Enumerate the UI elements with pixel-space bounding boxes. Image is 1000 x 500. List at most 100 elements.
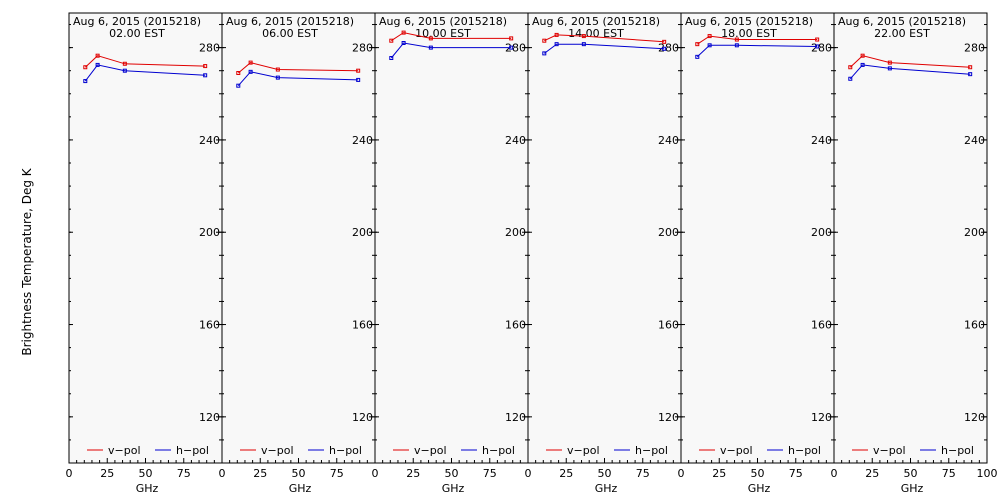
- v-pol-point: [695, 42, 700, 47]
- panel-title: Aug 6, 2015 (2015218): [838, 15, 966, 28]
- y-tick-label: 200: [811, 226, 832, 239]
- v-pol-point: [275, 67, 280, 72]
- panel-frame: [221, 12, 376, 464]
- x-axis-label: GHz: [595, 482, 618, 495]
- x-tick-label: 50: [139, 467, 153, 480]
- y-tick-label: 200: [352, 226, 373, 239]
- v-pol-point: [734, 37, 739, 42]
- panel-4: Aug 6, 2015 (2015218)14.00 EST2802402001…: [525, 12, 682, 495]
- panel-subtitle: 06.00 EST: [262, 27, 318, 40]
- h-pol-point: [83, 79, 88, 84]
- x-tick-label: 25: [406, 467, 420, 480]
- y-tick-label: 280: [505, 42, 526, 55]
- x-tick-label: 0: [372, 467, 379, 480]
- x-tick-label: 25: [253, 467, 267, 480]
- y-tick-label: 120: [199, 411, 220, 424]
- v-pol-point: [203, 64, 208, 69]
- h-pol-point: [968, 72, 973, 77]
- x-tick-label: 0: [525, 467, 532, 480]
- h-pol-point: [860, 62, 865, 67]
- y-tick-label: 160: [352, 319, 373, 332]
- v-pol-line: [84, 55, 206, 68]
- panel-5: Aug 6, 2015 (2015218)18.00 EST 280 240 200 1…: [678, 12, 835, 495]
- v-pol-point: [356, 68, 361, 73]
- y-tick-label: 240: [199, 134, 220, 147]
- x-tick-label: 75: [483, 467, 497, 480]
- v-pol-point: [95, 53, 100, 58]
- v-pol-point: [236, 71, 241, 75]
- h-pol-point: [248, 69, 253, 74]
- v-pol-point: [401, 30, 406, 35]
- panel-frame: [374, 12, 529, 464]
- v-pol-point: [815, 37, 820, 42]
- y-tick-label: 240: [352, 134, 373, 147]
- x-tick-label: 25: [559, 467, 573, 480]
- h-pol-point: [581, 42, 586, 47]
- v-pol-point: [542, 38, 547, 43]
- y-tick-label: 120: [811, 411, 832, 424]
- x-tick-label: 100: [977, 467, 998, 480]
- v-pol-point: [581, 34, 586, 39]
- legend-v-pol-label: v−pol: [108, 444, 141, 457]
- y-tick-label: 200: [505, 226, 526, 239]
- y-tick-label: 160: [811, 319, 832, 332]
- v-pol-point: [707, 34, 712, 39]
- panel-frame: [680, 12, 835, 464]
- x-axis-label: GHz: [748, 482, 771, 495]
- y-tick-label: 280: [964, 42, 985, 55]
- y-tick-label: 240: [811, 134, 832, 147]
- v-pol-line: [544, 34, 665, 43]
- y-tick-label: 280: [658, 42, 679, 55]
- panel-frame: [527, 12, 682, 464]
- legend-v-pol-label: v−pol: [261, 444, 294, 457]
- x-tick-label: 75: [330, 467, 344, 480]
- y-tick-label: 160: [505, 319, 526, 332]
- v-pol-point: [389, 38, 394, 43]
- y-tick-label: 120: [352, 411, 373, 424]
- h-pol-point: [356, 77, 361, 82]
- h-pol-point: [542, 51, 547, 56]
- x-tick-label: 75: [942, 467, 956, 480]
- panels-group: Aug 6, 2015 (2015218)02.00 EST2802402001…: [66, 12, 998, 495]
- v-pol-line: [697, 35, 818, 45]
- h-pol-point: [275, 75, 280, 80]
- v-pol-point: [887, 60, 892, 65]
- h-pol-point: [662, 46, 667, 51]
- panel-1: Aug 6, 2015 (2015218)02.00 EST 280 240 200 1…: [66, 12, 223, 495]
- h-pol-point: [695, 54, 700, 59]
- x-tick-label: 75: [177, 467, 191, 480]
- y-tick-label: 240: [658, 134, 679, 147]
- legend-h-pol-label: h−pol: [482, 444, 515, 457]
- h-pol-point: [848, 76, 853, 81]
- x-tick-label: 50: [445, 467, 459, 480]
- h-pol-point: [203, 73, 208, 78]
- v-pol-point: [860, 53, 865, 58]
- h-pol-point: [122, 68, 127, 73]
- v-pol-line: [391, 32, 512, 42]
- v-pol-line: [237, 62, 359, 74]
- h-pol-line: [237, 71, 359, 87]
- legend-v-pol-label: v−pol: [873, 444, 906, 457]
- v-pol-point: [662, 39, 667, 44]
- h-pol-line: [696, 44, 818, 58]
- y-tick-label: 120: [964, 411, 985, 424]
- y-tick-label: 120: [505, 411, 526, 424]
- y-tick-label: 120: [658, 411, 679, 424]
- v-pol-line: [849, 55, 971, 68]
- y-tick-label: 240: [505, 134, 526, 147]
- legend-h-pol-label: h−pol: [635, 444, 668, 457]
- h-pol-line: [849, 64, 971, 80]
- panel-2: Aug 6, 2015 (2015218)06.00 EST 280 240 200 1…: [219, 12, 376, 495]
- panel-3: Aug 6, 2015 (2015218)10.00 EST2802402001…: [372, 12, 529, 495]
- h-pol-point: [554, 42, 559, 47]
- v-pol-point: [848, 65, 853, 70]
- x-tick-label: 25: [865, 467, 879, 480]
- h-pol-line: [390, 42, 512, 59]
- x-tick-label: 25: [100, 467, 114, 480]
- h-pol-line: [84, 64, 206, 82]
- panel-title: Aug 6, 2015 (2015218): [685, 15, 813, 28]
- legend-v-pol-label: v−pol: [567, 444, 600, 457]
- y-tick-label: 240: [964, 134, 985, 147]
- x-tick-label: 75: [636, 467, 650, 480]
- y-tick-label: 280: [352, 42, 373, 55]
